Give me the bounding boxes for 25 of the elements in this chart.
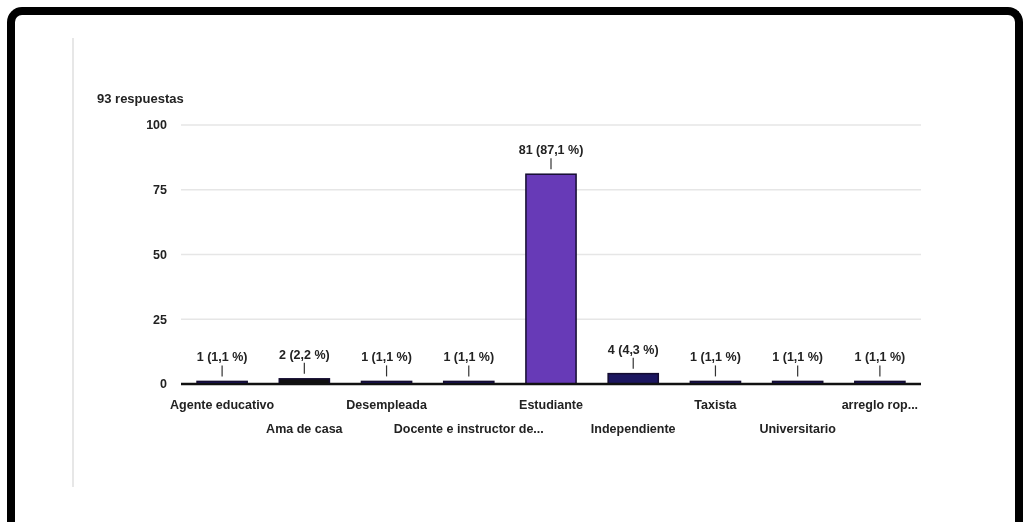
y-tick-label: 100 (146, 118, 168, 133)
y-tick-label: 25 (153, 312, 168, 327)
x-tick-label: Docente e instructor de... (393, 422, 544, 437)
data-label: 1 (1,1 %) (772, 350, 824, 365)
y-tick-label: 0 (160, 377, 168, 392)
x-tick-label: Independiente (590, 422, 676, 437)
bar (525, 173, 577, 385)
data-label: 1 (1,1 %) (443, 350, 495, 365)
data-label: 1 (1,1 %) (196, 350, 248, 365)
x-tick-label: Agente educativo (170, 398, 275, 413)
x-tick-label: Taxista (694, 398, 738, 413)
x-tick-label: Universitario (759, 422, 837, 437)
data-label: 81 (87,1 %) (518, 143, 584, 158)
x-tick-label: Desempleada (346, 398, 428, 413)
data-label: 1 (1,1 %) (361, 350, 412, 365)
x-tick-label: Ama de casa (266, 422, 344, 437)
x-tick-label: arreglo rop... (841, 398, 919, 413)
data-label: 4 (4,3 %) (607, 342, 659, 357)
data-label: 1 (1,1 %) (690, 350, 741, 365)
chart-title: 93 respuestas (97, 90, 184, 106)
y-tick-label: 50 (153, 247, 168, 262)
data-label: 1 (1,1 %) (854, 350, 906, 365)
data-label: 2 (2,2 %) (278, 347, 330, 362)
x-tick-label: Estudiante (519, 398, 583, 413)
y-tick-label: 75 (153, 183, 168, 198)
